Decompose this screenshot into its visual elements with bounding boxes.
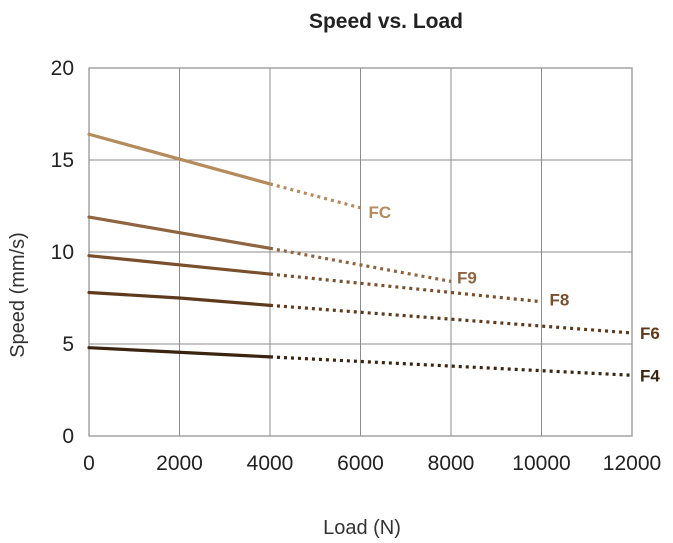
series-line-solid <box>87 290 272 307</box>
y-tick-label: 0 <box>62 425 74 448</box>
series-line-solid <box>87 215 272 250</box>
series-fc: FC <box>87 132 392 222</box>
plot-frame <box>88 67 633 437</box>
x-tick-label: 2000 <box>156 452 203 475</box>
series-label: F6 <box>640 324 660 343</box>
x-tick-label: 6000 <box>337 452 384 475</box>
x-tick-label: 12000 <box>603 452 661 475</box>
y-tick-label: 5 <box>62 333 74 356</box>
series-line-dotted <box>269 246 452 284</box>
series-line-solid <box>87 254 272 276</box>
y-tick-label: 15 <box>51 149 74 172</box>
series-group: FC F9 F8 F6 F4 <box>87 132 660 385</box>
series-f6: F6 <box>87 290 660 343</box>
x-tick-label: 8000 <box>428 452 475 475</box>
y-tick-label: 10 <box>51 241 74 264</box>
series-line-dotted <box>269 182 361 210</box>
x-tick-label: 0 <box>83 452 95 475</box>
series-line-dotted <box>269 355 633 377</box>
series-label: FC <box>369 203 392 222</box>
series-line-solid <box>87 346 272 359</box>
series-line-dotted <box>269 303 633 335</box>
series-f8: F8 <box>87 254 570 310</box>
series-label: F4 <box>640 366 660 385</box>
series-label: F9 <box>457 268 477 287</box>
series-f9: F9 <box>87 215 477 287</box>
x-axis-label: Load (N) <box>323 517 401 539</box>
chart-title: Speed vs. Load <box>309 10 463 33</box>
series-line-solid <box>87 132 272 186</box>
series-f4: F4 <box>87 346 660 385</box>
y-axis-label: Speed (mm/s) <box>7 232 29 358</box>
x-tick-label: 4000 <box>247 452 294 475</box>
x-tick-label: 10000 <box>512 452 570 475</box>
tick-labels: 0 2000 4000 6000 8000 10000 12000 0 5 10 15 20 <box>51 57 662 475</box>
series-line-dotted <box>269 272 542 304</box>
grid <box>88 67 633 437</box>
series-label: F8 <box>550 291 570 310</box>
y-tick-label: 20 <box>51 57 74 80</box>
